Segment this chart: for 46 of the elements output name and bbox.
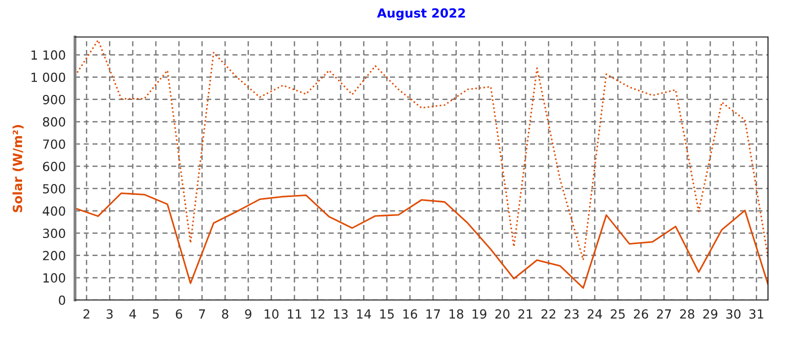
x-tick-label: 29 — [703, 309, 718, 319]
x-tick-label: 27 — [657, 309, 671, 319]
x-tick-label: 24 — [588, 309, 602, 319]
x-tick-label: 9 — [245, 309, 252, 319]
x-tick-label: 13 — [334, 309, 348, 319]
x-tick-label: 17 — [426, 309, 440, 319]
x-tick-label: 22 — [542, 309, 556, 319]
x-tick-label: 19 — [472, 309, 486, 319]
x-tick-label: 25 — [610, 309, 625, 319]
x-tick-label: 15 — [380, 309, 394, 319]
x-tick-label: 23 — [564, 309, 579, 319]
x-tick-label: 11 — [288, 309, 302, 319]
y-tick-label: 900 — [42, 94, 66, 104]
x-tick-label: 26 — [634, 309, 648, 319]
y-tick-label: 600 — [42, 162, 66, 172]
y-tick-label: 500 — [43, 184, 66, 194]
x-tick-label: 21 — [518, 309, 532, 319]
x-tick-label: 14 — [357, 309, 371, 319]
y-tick-label: 700 — [43, 139, 66, 149]
x-tick-label: 5 — [152, 309, 159, 319]
y-tick-label: 400 — [42, 206, 66, 216]
x-tick-label: 16 — [403, 309, 418, 319]
y-tick-label: 300 — [43, 228, 66, 238]
x-tick-label: 18 — [450, 309, 464, 319]
x-tick-label: 3 — [106, 309, 113, 319]
line-series — [75, 192, 768, 289]
y-tick-label: 1 000 — [32, 72, 66, 82]
x-tick-label: 31 — [749, 309, 764, 319]
x-tick-label: 8 — [222, 309, 228, 319]
y-axis-title: Solar (W/m²) — [12, 125, 24, 212]
y-tick-label: 800 — [42, 117, 66, 127]
y-tick-label: 1 100 — [32, 50, 66, 60]
x-tick-label: 2 — [83, 309, 90, 319]
chart-title: August 2022 — [377, 8, 465, 20]
y-tick-label: 200 — [43, 250, 66, 260]
x-tick-label: 4 — [129, 309, 136, 319]
x-tick-label: 7 — [199, 309, 205, 319]
y-tick-label: 100 — [43, 273, 66, 283]
x-tick-label: 28 — [680, 309, 694, 319]
x-tick-label: 30 — [726, 309, 740, 319]
x-tick-label: 6 — [176, 309, 182, 319]
y-tick-label: 0 — [58, 295, 66, 305]
x-tick-label: 20 — [495, 309, 510, 319]
line-series — [75, 39, 768, 261]
x-tick-label: 12 — [310, 309, 324, 319]
x-tick-label: 10 — [264, 309, 278, 319]
